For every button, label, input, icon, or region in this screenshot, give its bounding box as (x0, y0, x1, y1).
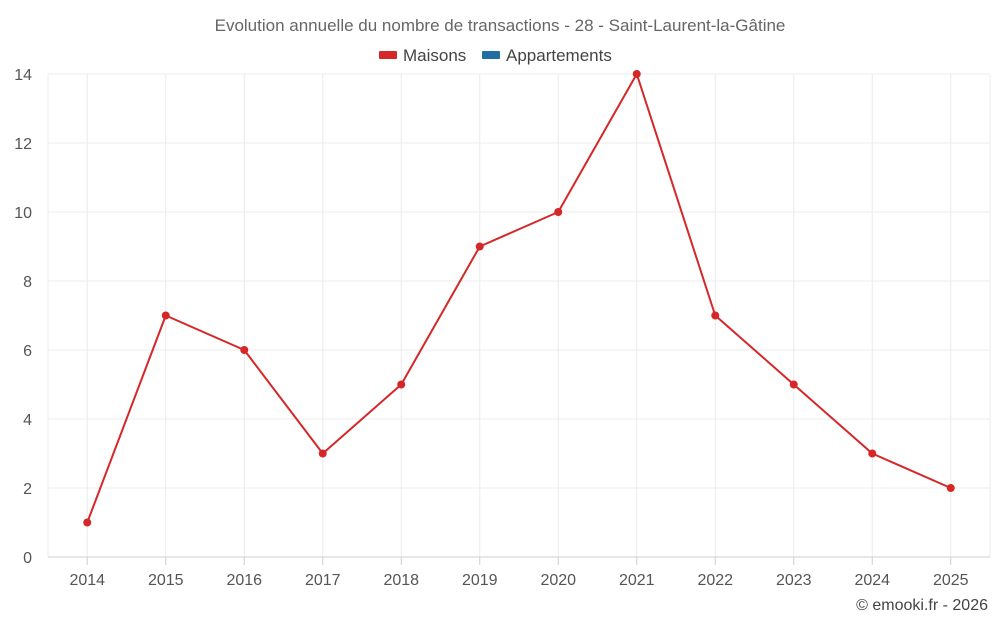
legend-swatch-maisons (379, 51, 397, 59)
y-tick-label: 6 (23, 343, 32, 360)
data-point-maisons-2015[interactable] (161, 311, 170, 320)
x-tick-label: 2025 (933, 572, 969, 589)
x-tick-label: 2018 (383, 572, 419, 589)
y-axis: 0 2 4 6 8 10 12 14 (14, 67, 32, 567)
plot-series (83, 70, 955, 527)
x-tick-label: 2019 (462, 572, 498, 589)
y-tick-label: 0 (23, 550, 32, 567)
series-line-maisons (86, 73, 952, 524)
x-tick-label: 2015 (148, 572, 184, 589)
y-tick-label: 14 (14, 67, 32, 84)
credit-text: © emooki.fr - 2026 (856, 597, 988, 614)
data-point-maisons-2025[interactable] (946, 484, 955, 492)
x-tick-label: 2024 (854, 572, 890, 589)
data-point-maisons-2020[interactable] (554, 208, 563, 216)
legend-item-maisons[interactable]: Maisons (379, 46, 466, 65)
data-point-maisons-2017[interactable] (318, 449, 327, 458)
gridlines (47, 73, 991, 557)
data-point-maisons-2023[interactable] (789, 380, 798, 389)
x-tick-label: 2023 (776, 572, 812, 589)
x-tick-label: 2022 (697, 572, 733, 589)
data-point-maisons-2019[interactable] (475, 242, 484, 251)
x-tick-label: 2014 (69, 572, 105, 589)
x-axis: 2014 2015 2016 2017 2018 2019 2020 2021 2022 2023… (48, 556, 990, 589)
legend-swatch-appartements (482, 51, 500, 59)
chart-title: Evolution annuelle du nombre de transact… (215, 16, 786, 35)
x-tick-label: 2020 (540, 572, 576, 589)
legend-label-maisons: Maisons (403, 46, 466, 65)
legend[interactable]: Maisons Appartements (379, 46, 612, 65)
data-point-maisons-2022[interactable] (711, 311, 720, 320)
y-tick-label: 8 (23, 274, 32, 291)
y-tick-label: 2 (23, 481, 32, 498)
data-point-maisons-2016[interactable] (240, 346, 249, 354)
y-tick-label: 12 (14, 136, 32, 153)
data-point-maisons-2018[interactable] (397, 380, 406, 389)
data-point-maisons-2014[interactable] (83, 518, 92, 527)
legend-item-appartements[interactable]: Appartements (482, 46, 612, 65)
x-tick-label: 2021 (619, 572, 655, 589)
y-tick-label: 4 (23, 412, 32, 429)
data-point-maisons-2024[interactable] (868, 449, 877, 458)
y-tick-label: 10 (14, 205, 32, 222)
legend-label-appartements: Appartements (506, 46, 612, 65)
x-tick-label: 2017 (305, 572, 341, 589)
x-tick-label: 2016 (226, 572, 262, 589)
data-point-maisons-2021[interactable] (632, 70, 641, 78)
